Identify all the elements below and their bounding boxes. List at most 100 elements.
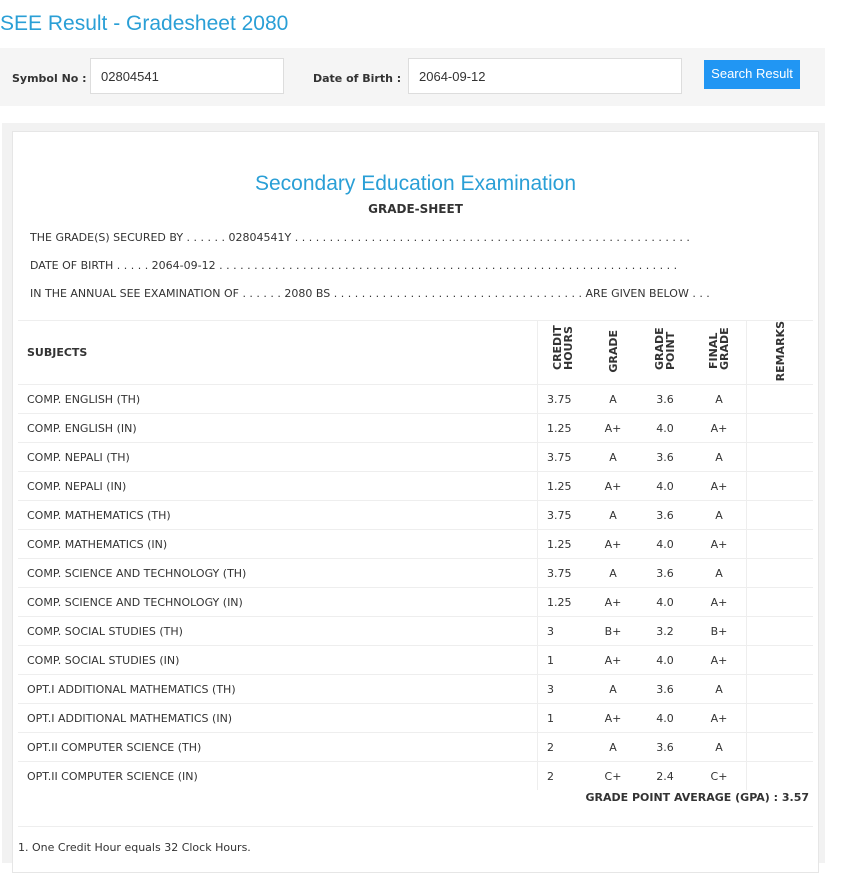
grade: A (588, 732, 638, 762)
sheet-subtitle: GRADE-SHEET (368, 202, 463, 216)
subject-row: COMP. ENGLISH (IN) 1.25 A+ 4.0 A+ (18, 413, 813, 443)
grade: A (588, 500, 638, 530)
final-grade: B+ (692, 616, 747, 646)
final-grade: A+ (692, 587, 747, 617)
symbol-label: Symbol No : (12, 72, 87, 85)
remarks (746, 384, 813, 414)
subject-row: COMP. MATHEMATICS (TH) 3.75 A 3.6 A (18, 500, 813, 530)
credit-hours: 3 (537, 674, 588, 704)
credit-hours: 1.25 (537, 529, 588, 559)
grade-point: 3.2 (638, 616, 692, 646)
subject: COMP. MATHEMATICS (IN) (18, 529, 538, 559)
subject-row: COMP. NEPALI (IN) 1.25 A+ 4.0 A+ (18, 471, 813, 501)
column-header-text: GRADE (606, 329, 620, 373)
column-header-text: CREDIT HOURS (551, 325, 575, 371)
final-grade: A+ (692, 645, 747, 675)
remarks (746, 703, 813, 733)
grade-point: 2.4 (638, 761, 692, 791)
sheet-title: Secondary Education Examination (254, 172, 577, 195)
search-bar: Symbol No : 02804541 Date of Birth : 206… (0, 48, 825, 106)
subject-row: COMP. NEPALI (TH) 3.75 A 3.6 A (18, 442, 813, 472)
final-grade: A (692, 500, 747, 530)
header-row: SUBJECTS CREDIT HOURS GRADE GRADE POINT FINA… (18, 319, 813, 385)
subject: COMP. NEPALI (TH) (18, 442, 538, 472)
search-button[interactable]: Search Result (704, 60, 800, 89)
credit-hours: 1 (537, 645, 588, 675)
dob-label: Date of Birth : (313, 72, 402, 85)
grade: A (588, 674, 638, 704)
remarks (746, 645, 813, 675)
credit-hours: 3.75 (537, 558, 588, 588)
subject-row: COMP. SOCIAL STUDIES (IN) 1 A+ 4.0 A+ (18, 645, 813, 675)
credit-hours: 1.25 (537, 413, 588, 443)
grade-point: 3.6 (638, 674, 692, 704)
remarks (746, 471, 813, 501)
final-grade: A (692, 442, 747, 472)
grade-point: 4.0 (638, 471, 692, 501)
subject-row: COMP. SCIENCE AND TECHNOLOGY (IN) 1.25 A+ 4… (18, 587, 813, 617)
grade-point: 3.6 (638, 442, 692, 472)
grade: A+ (588, 471, 638, 501)
subject: COMP. ENGLISH (IN) (18, 413, 538, 443)
subject: OPT.I ADDITIONAL MATHEMATICS (IN) (18, 703, 538, 733)
subject: OPT.II COMPUTER SCIENCE (IN) (18, 761, 538, 791)
credit-hours: 1 (537, 703, 588, 733)
subject-row: COMP. ENGLISH (TH) 3.75 A 3.6 A (18, 384, 813, 414)
credit-hours: 2 (537, 732, 588, 762)
gpa: GRADE POINT AVERAGE (GPA) : 3.57 (585, 791, 809, 804)
grade-point: 4.0 (638, 645, 692, 675)
column-header: REMARKS (746, 319, 813, 385)
note: 1. One Credit Hour equals 32 Clock Hours… (18, 841, 251, 854)
subject: COMP. SOCIAL STUDIES (TH) (18, 616, 538, 646)
grade: A+ (588, 645, 638, 675)
table-body: COMP. ENGLISH (TH) 3.75 A 3.6 A COMP. ENGLISH… (18, 384, 813, 791)
final-grade: A (692, 732, 747, 762)
subject-row: COMP. MATHEMATICS (IN) 1.25 A+ 4.0 A+ (18, 529, 813, 559)
grade-point: 3.6 (638, 732, 692, 762)
notes: 1. One Credit Hour equals 32 Clock Hours… (18, 826, 813, 854)
subject: COMP. ENGLISH (TH) (18, 384, 538, 414)
grade-point: 3.6 (638, 558, 692, 588)
dob-input[interactable]: 2064-09-12 (408, 58, 682, 94)
column-header: FINAL GRADE (692, 319, 747, 385)
grade: B+ (588, 616, 638, 646)
credit-hours: 1.25 (537, 471, 588, 501)
final-grade: A+ (692, 529, 747, 559)
grade-point: 3.6 (638, 500, 692, 530)
page-title: SEE Result - Gradesheet 2080 (0, 12, 289, 35)
grade: A+ (588, 413, 638, 443)
credit-hours: 3.75 (537, 500, 588, 530)
sheet-line: DATE OF BIRTH . . . . . 2064-09-12 . . .… (30, 259, 678, 272)
final-grade: A (692, 558, 747, 588)
subject: COMP. SCIENCE AND TECHNOLOGY (TH) (18, 558, 538, 588)
grade-point: 4.0 (638, 413, 692, 443)
grade-point: 4.0 (638, 529, 692, 559)
final-grade: A (692, 674, 747, 704)
final-grade: A (692, 384, 747, 414)
subject-row: OPT.II COMPUTER SCIENCE (TH) 2 A 3.6 A (18, 732, 813, 762)
credit-hours: 1.25 (537, 587, 588, 617)
remarks (746, 442, 813, 472)
credit-hours: 3 (537, 616, 588, 646)
symbol-input[interactable]: 02804541 (90, 58, 284, 94)
subject-row: OPT.I ADDITIONAL MATHEMATICS (IN) 1 A+ 4.0 A… (18, 703, 813, 733)
grade: A (588, 558, 638, 588)
grade-point: 4.0 (638, 587, 692, 617)
credit-hours: 3.75 (537, 442, 588, 472)
grade: A (588, 442, 638, 472)
final-grade: A+ (692, 703, 747, 733)
remarks (746, 413, 813, 443)
subject-row: COMP. SCIENCE AND TECHNOLOGY (TH) 3.75 A 3.… (18, 558, 813, 588)
credit-hours: 3.75 (537, 384, 588, 414)
grade: C+ (588, 761, 638, 791)
remarks (746, 587, 813, 617)
grade: A+ (588, 529, 638, 559)
gradesheet: Secondary Education Examination GRADE-SH… (12, 131, 819, 873)
subject-row: COMP. SOCIAL STUDIES (TH) 3 B+ 3.2 B+ (18, 616, 813, 646)
column-header: CREDIT HOURS (537, 319, 588, 385)
subject: OPT.I ADDITIONAL MATHEMATICS (TH) (18, 674, 538, 704)
column-header: GRADE POINT (638, 319, 692, 385)
remarks (746, 529, 813, 559)
subject: COMP. SOCIAL STUDIES (IN) (18, 645, 538, 675)
column-header-text: GRADE POINT (653, 327, 677, 371)
